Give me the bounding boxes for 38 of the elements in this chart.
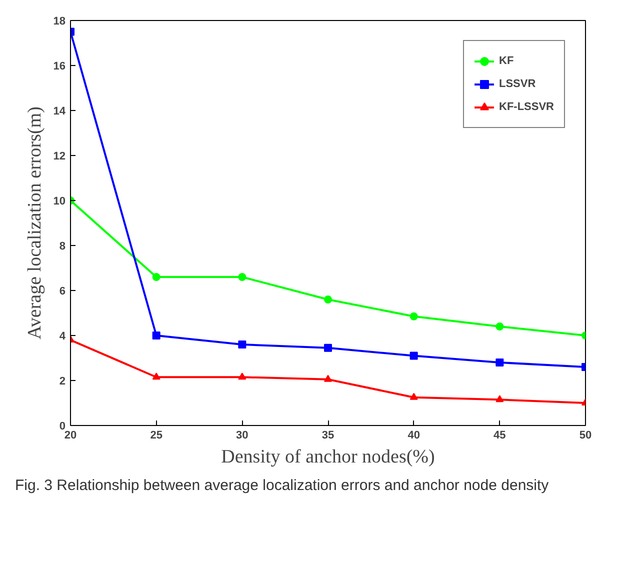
caption: Fig. 3 Relationship between average localization errors and anchor node density — [15, 476, 549, 496]
legend-label: LSSVR — [499, 78, 536, 90]
y-tick-label: 8 — [59, 240, 66, 252]
point — [152, 273, 160, 281]
point — [152, 332, 160, 340]
point — [410, 392, 418, 400]
point — [238, 372, 246, 380]
y-tick-label: 18 — [53, 16, 66, 28]
y-axis-title: Average localization errors(m) — [24, 106, 46, 340]
point — [324, 374, 332, 382]
legend-label: KF — [499, 55, 515, 67]
point — [152, 372, 160, 380]
point — [324, 296, 332, 304]
y-tick-label: 10 — [53, 196, 66, 208]
point — [496, 322, 504, 330]
x-tick-label: 25 — [150, 430, 162, 442]
point — [410, 312, 418, 320]
point — [496, 395, 504, 402]
x-tick-label: 20 — [64, 430, 77, 442]
y-tick-label: 12 — [53, 150, 66, 162]
x-tick-label: 40 — [408, 430, 420, 442]
x-tick-label: 45 — [494, 430, 506, 442]
y-tick-label: 14 — [53, 106, 66, 118]
x-tick-label: 30 — [236, 430, 248, 442]
y-tick-label: 6 — [59, 286, 66, 298]
legend-label: KF-LSSVR — [499, 101, 554, 113]
y-tick-label: 2 — [59, 376, 66, 388]
x-axis-title: Density of anchor nodes(%) — [221, 446, 435, 468]
point — [324, 344, 332, 352]
point — [238, 273, 246, 281]
y-tick-label: 16 — [53, 60, 66, 72]
x-tick-label: 50 — [579, 430, 592, 442]
y-tick-label: 0 — [59, 420, 66, 432]
point — [496, 358, 504, 366]
point — [238, 340, 246, 348]
point — [410, 352, 418, 360]
y-tick-label: 4 — [59, 330, 66, 342]
x-tick-label: 35 — [322, 430, 334, 442]
